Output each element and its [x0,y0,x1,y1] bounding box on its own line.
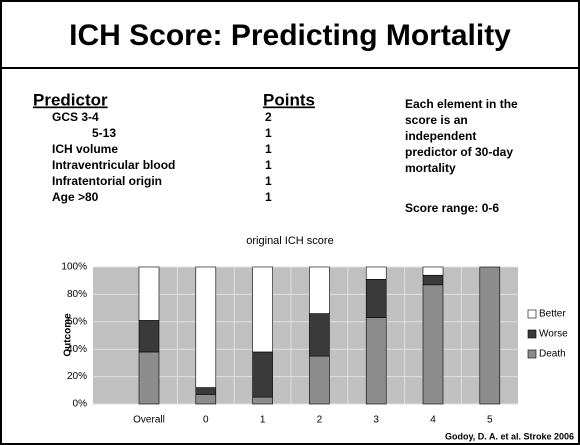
y-tick-label: 40% [67,344,87,355]
bar-segment [422,266,444,276]
slide-title: ICH Score: Predicting Mortality [69,19,511,52]
bar-segment [138,266,160,321]
score-range: Score range: 0-6 [405,201,499,215]
legend-label: Worse [539,329,568,340]
y-axis-label: Outcome [63,313,74,357]
bar-segment [195,266,217,388]
citation: Godoy, D. A. et al. Stroke 2006 [445,431,574,441]
predictor: Intraventricular blood [52,158,175,172]
y-tick-label: 60% [67,316,87,327]
x-tick-label: 1 [260,415,266,426]
plot-area [93,267,518,404]
chart-title: original ICH score [246,235,333,247]
note-line: independent [405,129,476,143]
column-header: Points [263,90,315,109]
x-tick-label: 5 [487,415,493,426]
x-tick-label: Overall [133,415,165,426]
points: 1 [265,158,272,172]
y-tick-label: 0% [73,399,88,410]
bar-segment [138,351,160,405]
bar-segment [252,266,273,353]
legend-swatch [527,329,537,339]
bar-segment [252,396,273,405]
bar-segment [479,266,501,405]
x-tick-label: 4 [430,415,436,426]
y-tick-label: 80% [67,289,87,300]
bar-segment [365,279,387,318]
legend-label: Better [539,309,566,320]
x-tick-label: 0 [203,415,209,426]
note-line: predictor of 30-day [405,145,513,159]
note-line: Each element in the [405,97,518,111]
legend-swatch [527,309,537,319]
predictor: Infratentorial origin [52,174,162,188]
predictor: 5-13 [92,126,116,140]
bar-segment [138,320,160,353]
bar-segment [365,317,387,405]
bar-segment [195,387,217,395]
column-header: Predictor [33,90,108,109]
bar-segment [309,313,330,357]
bar-segment [195,394,217,405]
points: 1 [265,174,272,188]
predictor: GCS 3-4 [52,110,99,124]
x-tick-label: 3 [373,415,379,426]
predictor: ICH volume [52,142,118,156]
points: 2 [265,110,272,124]
predictor: Age >80 [52,190,99,204]
points: 1 [265,142,272,156]
bar-segment [422,274,444,286]
bar-segment [309,355,330,405]
legend-label: Death [539,349,566,360]
legend-swatch [527,349,537,359]
bar-segment [252,351,273,398]
note-line: score is an [405,113,468,127]
bar-segment [365,266,387,280]
note-line: mortality [405,161,456,175]
x-tick-label: 2 [317,415,323,426]
y-tick-label: 20% [67,371,87,382]
y-tick-label: 100% [61,262,87,273]
points: 1 [265,126,272,140]
bar-segment [309,266,330,314]
points: 1 [265,190,272,204]
bar-segment [422,284,444,405]
